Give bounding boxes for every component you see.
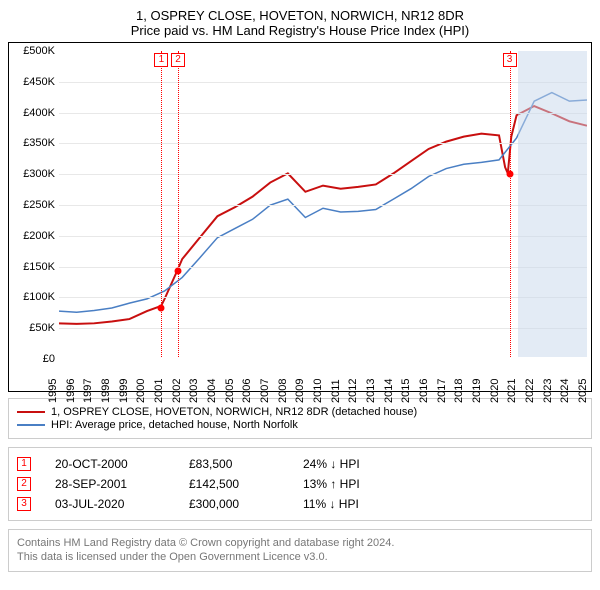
event-date: 28-SEP-2001	[55, 477, 165, 491]
event-price: £83,500	[189, 457, 279, 471]
event-index-box: 1	[17, 457, 31, 471]
gridline	[59, 143, 587, 144]
gridline	[59, 205, 587, 206]
event-pct: 13% ↑ HPI	[303, 477, 403, 491]
future-shade	[518, 51, 587, 357]
gridline	[59, 267, 587, 268]
series-hpi	[59, 93, 587, 313]
xtick-label: 2004	[206, 379, 218, 403]
event-price: £300,000	[189, 497, 279, 511]
legend-label: 1, OSPREY CLOSE, HOVETON, NORWICH, NR12 …	[51, 406, 417, 418]
xtick-label: 1999	[118, 379, 130, 403]
gridline	[59, 82, 587, 83]
xtick-label: 2006	[241, 379, 253, 403]
xtick-label: 2019	[471, 379, 483, 403]
event-vline	[178, 51, 179, 357]
event-index-box: 2	[17, 477, 31, 491]
legend-swatch	[17, 424, 45, 426]
xtick-label: 2001	[153, 379, 165, 403]
xtick-label: 2013	[365, 379, 377, 403]
xtick-label: 2025	[577, 379, 589, 403]
xtick-label: 2018	[453, 379, 465, 403]
legend-row: 1, OSPREY CLOSE, HOVETON, NORWICH, NR12 …	[17, 406, 583, 418]
gridline	[59, 113, 587, 114]
ytick-label: £50K	[11, 322, 55, 334]
chart-container: 12 3 £0 £50K £100K £150K £200K £250K £300K £350K…	[8, 42, 592, 392]
legend-label: HPI: Average price, detached house, Nort…	[51, 419, 298, 431]
event-row: 3 03-JUL-2020 £300,000 11% ↓ HPI	[17, 494, 583, 514]
event-dot	[175, 268, 182, 275]
xtick-label: 2014	[383, 379, 395, 403]
series-price_paid	[59, 106, 587, 324]
xtick-label: 2012	[347, 379, 359, 403]
title-line2: Price paid vs. HM Land Registry's House …	[8, 23, 592, 38]
gridline	[59, 297, 587, 298]
xtick-label: 1998	[100, 379, 112, 403]
xtick-label: 2007	[259, 379, 271, 403]
footer-attribution: Contains HM Land Registry data © Crown c…	[8, 529, 592, 572]
event-pct: 24% ↓ HPI	[303, 457, 403, 471]
ytick-label: £200K	[11, 230, 55, 242]
chart-title: 1, OSPREY CLOSE, HOVETON, NORWICH, NR12 …	[8, 8, 592, 38]
xtick-label: 2020	[489, 379, 501, 403]
events-table: 1 20-OCT-2000 £83,500 24% ↓ HPI 2 28-SEP-2001…	[8, 447, 592, 521]
event-vline	[510, 51, 511, 357]
event-index-box: 3	[17, 497, 31, 511]
xtick-label: 2017	[436, 379, 448, 403]
xtick-label: 2005	[224, 379, 236, 403]
chart-lines	[59, 51, 587, 357]
xtick-label: 2010	[312, 379, 324, 403]
ytick-label: £100K	[11, 291, 55, 303]
xtick-label: 2022	[524, 379, 536, 403]
ytick-label: £0	[11, 353, 55, 365]
ytick-label: £400K	[11, 107, 55, 119]
event-date: 20-OCT-2000	[55, 457, 165, 471]
xtick-label: 2009	[294, 379, 306, 403]
event-marker-box: 2	[171, 53, 185, 67]
xtick-label: 2008	[277, 379, 289, 403]
xtick-label: 2024	[559, 379, 571, 403]
event-pct: 11% ↓ HPI	[303, 497, 403, 511]
xtick-label: 2000	[135, 379, 147, 403]
gridline	[59, 328, 587, 329]
xtick-label: 2003	[188, 379, 200, 403]
plot-area: 12 3	[59, 51, 587, 357]
gridline	[59, 236, 587, 237]
xtick-label: 2002	[171, 379, 183, 403]
event-price: £142,500	[189, 477, 279, 491]
footer-line2: This data is licensed under the Open Gov…	[17, 550, 583, 564]
event-dot	[506, 171, 513, 178]
legend-swatch	[17, 411, 45, 413]
event-marker-box: 1	[154, 53, 168, 67]
xtick-label: 2021	[506, 379, 518, 403]
event-marker-box: 3	[503, 53, 517, 67]
ytick-label: £450K	[11, 76, 55, 88]
xtick-label: 1995	[47, 379, 59, 403]
title-line1: 1, OSPREY CLOSE, HOVETON, NORWICH, NR12 …	[8, 8, 592, 23]
event-date: 03-JUL-2020	[55, 497, 165, 511]
xtick-label: 2023	[542, 379, 554, 403]
xtick-label: 1997	[82, 379, 94, 403]
legend-row: HPI: Average price, detached house, Nort…	[17, 419, 583, 431]
xtick-label: 2011	[330, 379, 342, 403]
ytick-label: £250K	[11, 199, 55, 211]
event-row: 2 28-SEP-2001 £142,500 13% ↑ HPI	[17, 474, 583, 494]
event-vline	[161, 51, 162, 357]
ytick-label: £350K	[11, 137, 55, 149]
ytick-label: £300K	[11, 168, 55, 180]
footer-line1: Contains HM Land Registry data © Crown c…	[17, 536, 583, 550]
xtick-label: 2015	[400, 379, 412, 403]
event-row: 1 20-OCT-2000 £83,500 24% ↓ HPI	[17, 454, 583, 474]
event-dot	[158, 304, 165, 311]
ytick-label: £500K	[11, 45, 55, 57]
legend: 1, OSPREY CLOSE, HOVETON, NORWICH, NR12 …	[8, 398, 592, 439]
ytick-label: £150K	[11, 261, 55, 273]
xtick-label: 1996	[65, 379, 77, 403]
xtick-label: 2016	[418, 379, 430, 403]
